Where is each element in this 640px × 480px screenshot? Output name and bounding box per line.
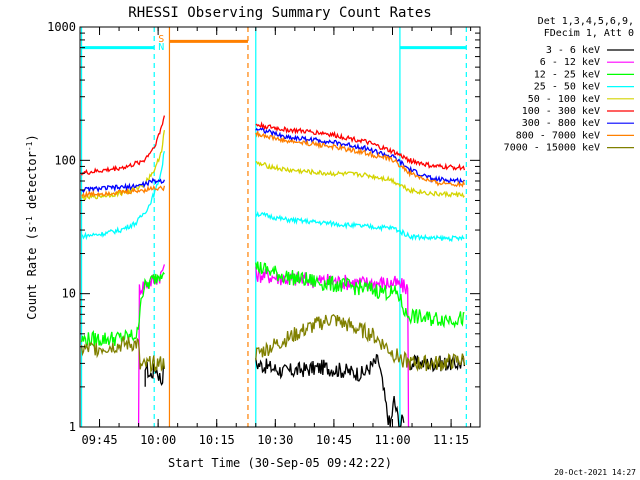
plot-frame xyxy=(79,26,481,428)
legend-label-5: 100 - 300 keV xyxy=(522,106,600,117)
legend-label-0: 3 - 6 keV xyxy=(546,45,600,56)
sun-flags: SN xyxy=(158,34,164,53)
y-axis-label-sup2: -1 xyxy=(25,141,34,151)
y-tick-label-0: 1 xyxy=(69,420,76,434)
y-axis-label-end: ) xyxy=(25,134,39,141)
x-axis-label: Start Time (30-Sep-05 09:42:22) xyxy=(168,456,392,470)
count-rate-series xyxy=(80,115,466,428)
y-tick-label-1: 10 xyxy=(62,287,76,301)
chart-title: RHESSI Observing Summary Count Rates xyxy=(128,5,431,21)
x-tick-label-6: 11:15 xyxy=(433,433,469,447)
y-axis: 1 10 100 1000 xyxy=(47,20,480,434)
series-line-6 xyxy=(81,127,465,194)
legend-label-8: 7000 - 15000 keV xyxy=(504,143,600,154)
legend-label-7: 800 - 7000 keV xyxy=(516,130,600,141)
x-tick-label-3: 10:30 xyxy=(257,433,293,447)
series-line-3 xyxy=(81,151,465,243)
y-tick-label-3: 1000 xyxy=(47,20,76,34)
flag-n: N xyxy=(158,42,164,53)
x-tick-label-4: 10:45 xyxy=(316,433,352,447)
footer-timestamp: 20-Oct-2021 14:27 xyxy=(554,468,636,477)
legend-label-1: 6 - 12 keV xyxy=(540,57,600,68)
y-tick-label-2: 100 xyxy=(54,153,76,167)
y-axis-label-main: Count Rate (s xyxy=(25,226,39,320)
series-line-8 xyxy=(80,313,466,374)
x-tick-label-0: 09:45 xyxy=(81,433,117,447)
legend-label-2: 12 - 25 keV xyxy=(534,69,600,80)
x-axis: 09:45 10:00 10:15 10:30 10:45 11:00 11:15 xyxy=(81,27,472,447)
legend-header-0: Det 1,3,4,5,6,9, xyxy=(538,16,634,27)
legend-label-6: 300 - 800 keV xyxy=(522,118,600,129)
x-tick-label-2: 10:15 xyxy=(199,433,235,447)
x-tick-label-5: 11:00 xyxy=(374,433,410,447)
series-line-5 xyxy=(81,115,466,176)
x-tick-label-1: 10:00 xyxy=(140,433,176,447)
legend-label-3: 25 - 50 keV xyxy=(534,82,600,93)
attenuator-segments xyxy=(81,39,467,50)
legend: Det 1,3,4,5,6,9,FDecim 1, Att 0 3 - 6 keV… xyxy=(504,16,634,154)
y-axis-label-mid: detector xyxy=(25,151,39,216)
legend-label-4: 50 - 100 keV xyxy=(528,94,600,105)
flag-s: S xyxy=(158,34,164,45)
y-axis-label: Count Rate (s-1 detector-1) xyxy=(25,134,40,319)
series-line-7 xyxy=(81,131,466,199)
y-axis-label-sup1: -1 xyxy=(25,216,34,226)
legend-header-1: FDecim 1, Att 0 xyxy=(544,28,634,39)
